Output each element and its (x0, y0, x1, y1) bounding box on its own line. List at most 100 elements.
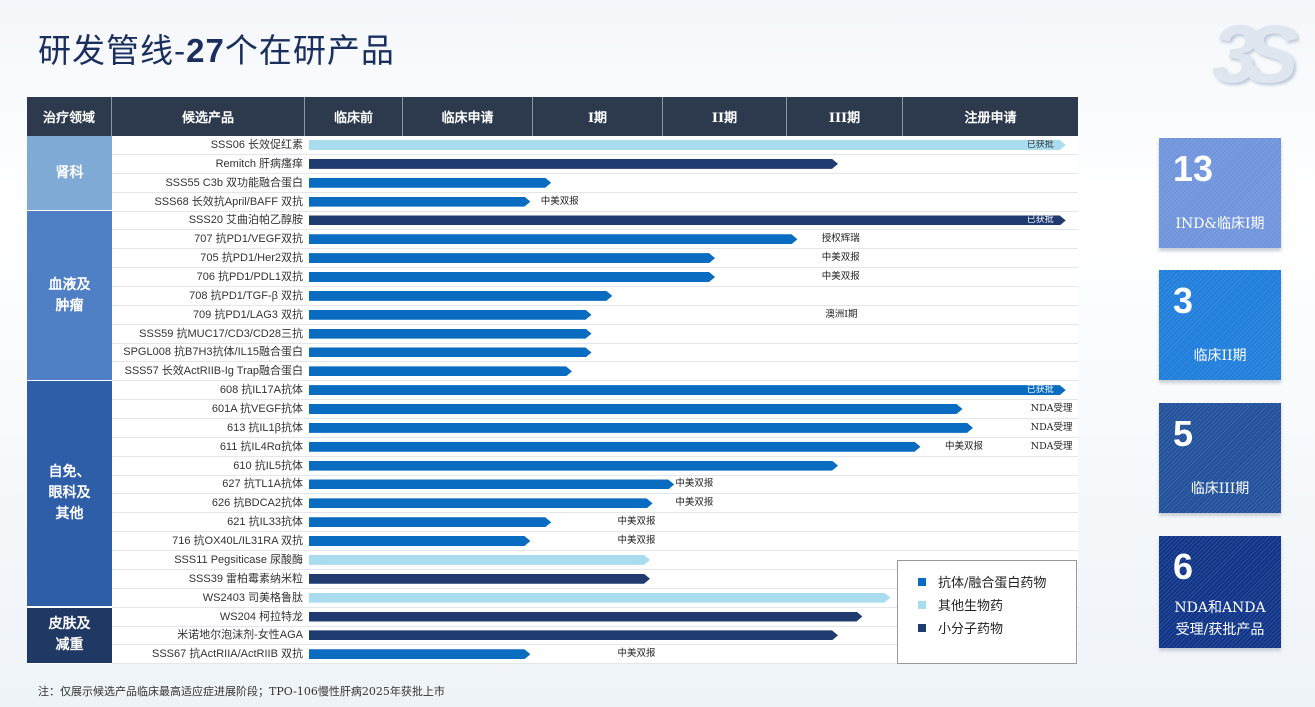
therapy-area: 自免、 眼科及 其他 (27, 381, 112, 608)
header-stage: 临床前 (305, 97, 403, 136)
product-name: 708 抗PD1/TGF-β 双抗 (189, 289, 303, 302)
progress-bar (309, 593, 890, 603)
table-row: SSS55 C3b 双功能融合蛋白 (112, 174, 1078, 193)
table-header: 治疗领域 候选产品 临床前 临床申请 I期 II期 III期 注册申请 (27, 97, 1078, 136)
table-row: 610 抗IL5抗体 (112, 457, 1078, 476)
table-row: 621 抗IL33抗体 中美双报 (112, 513, 1078, 533)
product-name: SSS55 C3b 双功能融合蛋白 (165, 176, 303, 189)
progress-bar (309, 291, 612, 301)
legend: 抗体/融合蛋白药物 其他生物药小分子药物 (897, 560, 1077, 664)
table-row: 706 抗PD1/PDL1双抗 中美双报 (112, 268, 1078, 288)
table-row: 608 抗IL17A抗体 已获批 (112, 381, 1078, 401)
product-name: 626 抗BDCA2抗体 (211, 497, 303, 510)
table-row: SSS06 长效促红素 已获批 (112, 136, 1078, 155)
product-name: 706 抗PD1/PDL1双抗 (196, 271, 303, 284)
progress-bar: 已获批 (309, 215, 1066, 225)
title-number: 27 (186, 32, 225, 69)
table-row: SSS20 艾曲泊帕乙醇胺 已获批 (112, 211, 1078, 231)
stat-card: 6 NDA和ANDA 受理/获批产品 (1159, 536, 1281, 648)
product-name: SSS11 Pegsiticase 尿酸酶 (174, 553, 303, 566)
therapy-area: 皮肤及 减重 (27, 607, 112, 665)
table-row: WS2403 司美格鲁肽 (112, 589, 1078, 608)
legend-item: 抗体/融合蛋白药物 (918, 570, 1076, 593)
table-row: 707 抗PD1/VEGF双抗 授权辉瑞 (112, 230, 1078, 250)
stat-card: 3 临床II期 (1159, 270, 1281, 380)
header-product: 候选产品 (112, 97, 305, 136)
stat-label: 临床III期 (1190, 481, 1250, 497)
therapy-area: 血液及 肿瘤 (27, 211, 112, 382)
table-row: 709 抗PD1/LAG3 双抗 澳洲I期 (112, 306, 1078, 325)
progress-bar (309, 404, 963, 414)
stat-number: 3 (1173, 280, 1194, 321)
stat-card: 5 临床III期 (1159, 403, 1281, 513)
product-name: 608 抗IL17A抗体 (219, 384, 303, 397)
progress-bar (309, 178, 551, 188)
table-row: 708 抗PD1/TGF-β 双抗 (112, 287, 1078, 306)
product-name: SPGL008 抗B7H3抗体/IL15融合蛋白 (123, 346, 303, 359)
progress-bar (309, 442, 921, 452)
product-name: 611 抗IL4Rα抗体 (219, 440, 303, 453)
product-name: 米诺地尔泡沫剂-女性AGA (177, 629, 303, 642)
product-name: 613 抗IL1β抗体 (226, 421, 303, 434)
status-note: 澳洲I期 (825, 308, 858, 320)
progress-bar (309, 649, 530, 659)
table-row: SSS59 抗MUC17/CD3/CD28三抗 (112, 325, 1078, 344)
stat-number: 5 (1173, 413, 1194, 454)
progress-bar (309, 310, 592, 320)
progress-bar (309, 329, 592, 339)
product-name: SSS57 长效ActRIIB-Ig Trap融合蛋白 (124, 365, 304, 378)
status-note: 中美双报 (617, 516, 656, 528)
product-name: 716 抗OX40L/IL31RA 双抗 (172, 535, 303, 548)
status-note: NDA受理 (1030, 421, 1073, 433)
pipeline-chart: 治疗领域 候选产品 临床前 临床申请 I期 II期 III期 注册申请 肾科 血液及 肿瘤自… (27, 97, 1078, 665)
stat-label: 临床II期 (1193, 348, 1247, 364)
table-row: SSS11 Pegsiticase 尿酸酶 (112, 551, 1078, 570)
stat-card: 13 IND&临床I期 (1159, 138, 1281, 248)
progress-bar (309, 272, 715, 282)
progress-bar (309, 574, 650, 584)
table-row: WS204 柯拉特龙 (112, 608, 1078, 627)
product-name: WS2403 司美格鲁肽 (202, 591, 303, 604)
legend-label: 其他生物药 (938, 599, 1004, 614)
status-note: 中美双报 (540, 195, 579, 207)
product-name: SSS67 抗ActRIIA/ActRIIB 双抗 (152, 648, 303, 661)
status-note: 中美双报 (821, 252, 860, 264)
table-row: 627 抗TL1A抗体 中美双报 (112, 475, 1078, 495)
product-name: 709 抗PD1/LAG3 双抗 (192, 308, 303, 321)
bar-label: 已获批 (1026, 215, 1054, 226)
table-row: 613 抗IL1β抗体 NDA受理 (112, 419, 1078, 438)
header-stage: II期 (663, 97, 787, 136)
product-name: 707 抗PD1/VEGF双抗 (194, 233, 303, 246)
title-suffix: 个在研产品 (224, 31, 395, 70)
status-note: NDA受理 (1030, 403, 1073, 415)
table-row: SSS68 长效抗April/BAFF 双抗 中美双报 (112, 193, 1078, 212)
table-row: SSS67 抗ActRIIA/ActRIIB 双抗 中美双报 (112, 645, 1078, 665)
legend-label: 抗体/融合蛋白药物 (938, 576, 1047, 591)
status-note: 中美双报 (821, 271, 860, 283)
table-row: 601A 抗VEGF抗体 NDA受理 (112, 400, 1078, 420)
product-name: SSS06 长效促红素 (210, 139, 303, 151)
progress-bar (309, 159, 838, 169)
product-name: Remitch 肝病瘙痒 (215, 157, 303, 170)
legend-label: 小分子药物 (938, 622, 1004, 637)
status-note: 中美双报 (617, 535, 656, 547)
page-title: 研发管线-27个在研产品 (38, 24, 395, 72)
progress-bar (309, 366, 572, 376)
product-name: SSS39 雷柏霉素纳米粒 (188, 572, 303, 585)
legend-item: 小分子药物 (918, 616, 1076, 639)
product-name: 627 抗TL1A抗体 (222, 478, 303, 491)
progress-bar (309, 234, 797, 244)
table-row: 626 抗BDCA2抗体 中美双报 (112, 494, 1078, 514)
table-row: SSS57 长效ActRIIB-Ig Trap融合蛋白 (112, 362, 1078, 382)
product-name: SSS68 长效抗April/BAFF 双抗 (154, 195, 303, 208)
table-row: SSS39 雷柏霉素纳米粒 (112, 570, 1078, 589)
progress-bar (309, 423, 973, 433)
header-stage: III期 (787, 97, 903, 136)
progress-bar: 已获批 (309, 385, 1066, 395)
table-row: 716 抗OX40L/IL31RA 双抗 中美双报 (112, 532, 1078, 552)
progress-bar (309, 347, 592, 357)
stat-label: IND&临床I期 (1175, 216, 1265, 232)
footnote: 注：仅展示候选产品临床最高适应症进展阶段；TPO-106慢性肝病2025年获批上… (38, 685, 445, 698)
progress-bar (309, 253, 715, 263)
progress-bar (309, 517, 551, 527)
